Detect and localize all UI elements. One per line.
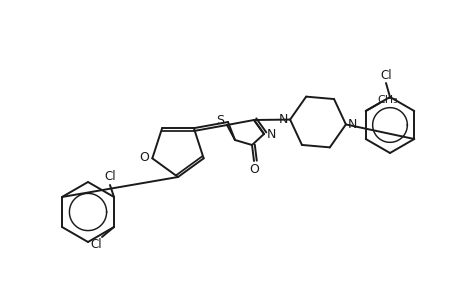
Text: N: N bbox=[278, 113, 287, 126]
Text: Cl: Cl bbox=[104, 170, 116, 184]
Text: O: O bbox=[139, 151, 149, 164]
Text: Cl: Cl bbox=[90, 238, 101, 251]
Text: S: S bbox=[216, 113, 224, 127]
Text: Cl: Cl bbox=[379, 68, 391, 82]
Text: CH₃: CH₃ bbox=[376, 95, 397, 105]
Text: N: N bbox=[266, 128, 275, 140]
Text: O: O bbox=[248, 163, 258, 176]
Text: N: N bbox=[347, 118, 357, 131]
